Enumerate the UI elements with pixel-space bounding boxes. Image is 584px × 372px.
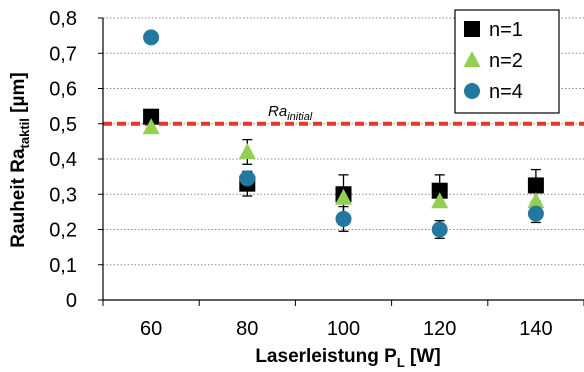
error-bars	[242, 138, 541, 239]
x-axis-title-sub: L	[397, 355, 405, 370]
x-tick-label-1: 80	[236, 318, 258, 340]
point-n=2-60	[142, 118, 160, 135]
y-axis-title-sub: taktil	[17, 118, 32, 148]
point-n=4-100	[335, 210, 352, 227]
x-axis-title-unit: [W]	[405, 346, 441, 367]
y-axis-title-unit: [µm]	[8, 72, 29, 118]
y-tick-label-5: 0,5	[49, 114, 77, 136]
y-tick-labels: 0 0,1 0,2 0,3 0,4 0,5 0,6 0,7 0,8	[49, 8, 77, 312]
y-tick-label-1: 0,1	[49, 255, 77, 277]
y-tick-label-6: 0,6	[49, 79, 77, 101]
point-n=1-120	[431, 182, 448, 199]
legend-label-n=1: n=1	[489, 19, 523, 41]
x-tick-label-3: 120	[423, 318, 456, 340]
legend-marker-n=4	[464, 83, 480, 99]
point-n=4-120	[431, 221, 448, 238]
y-tick-label-2: 0,2	[49, 220, 77, 242]
legend-label-n=2: n=2	[489, 50, 523, 72]
axes	[98, 17, 584, 306]
reference-line-label-sub: initial	[287, 111, 313, 123]
x-axis-title: Laserleistung PL [W]	[255, 346, 440, 370]
y-axis-title: Rauheit Rataktil [µm]	[8, 72, 32, 247]
reference-line-label: Rainitial	[268, 103, 313, 123]
y-tick-label-0: 0	[66, 290, 77, 312]
y-tick-label-8: 0,8	[49, 8, 77, 30]
y-axis-title-main: Rauheit Ra	[8, 148, 29, 248]
point-n=1-60	[143, 108, 160, 125]
point-n=2-100	[335, 188, 352, 205]
legend: n=1 n=2 n=4	[454, 9, 560, 114]
x-tick-label-4: 140	[519, 318, 552, 340]
point-n=2-140	[527, 192, 545, 209]
point-n=4-60	[143, 29, 160, 46]
x-tick-labels: 60 80 100 120 140	[140, 318, 553, 340]
point-n=2-120	[431, 192, 449, 209]
legend-marker-n=1	[464, 21, 480, 37]
reference-line-group: Rainitial	[103, 103, 584, 126]
legend-label-n=4: n=4	[489, 81, 523, 103]
y-tick-label-3: 0,3	[49, 184, 77, 206]
y-tick-label-4: 0,4	[49, 149, 77, 171]
reference-line-label-main: Ra	[268, 103, 287, 120]
x-tick-label-0: 60	[140, 318, 162, 340]
x-tick-label-2: 100	[327, 318, 360, 340]
legend-marker-n=2	[463, 51, 481, 67]
point-n=4-140	[527, 205, 544, 222]
point-n=4-80	[239, 170, 256, 187]
data-points	[142, 29, 545, 238]
point-n=1-140	[527, 177, 544, 194]
x-axis-title-main: Laserleistung P	[255, 346, 397, 367]
y-tick-label-7: 0,7	[49, 43, 77, 65]
point-n=2-80	[238, 142, 256, 159]
